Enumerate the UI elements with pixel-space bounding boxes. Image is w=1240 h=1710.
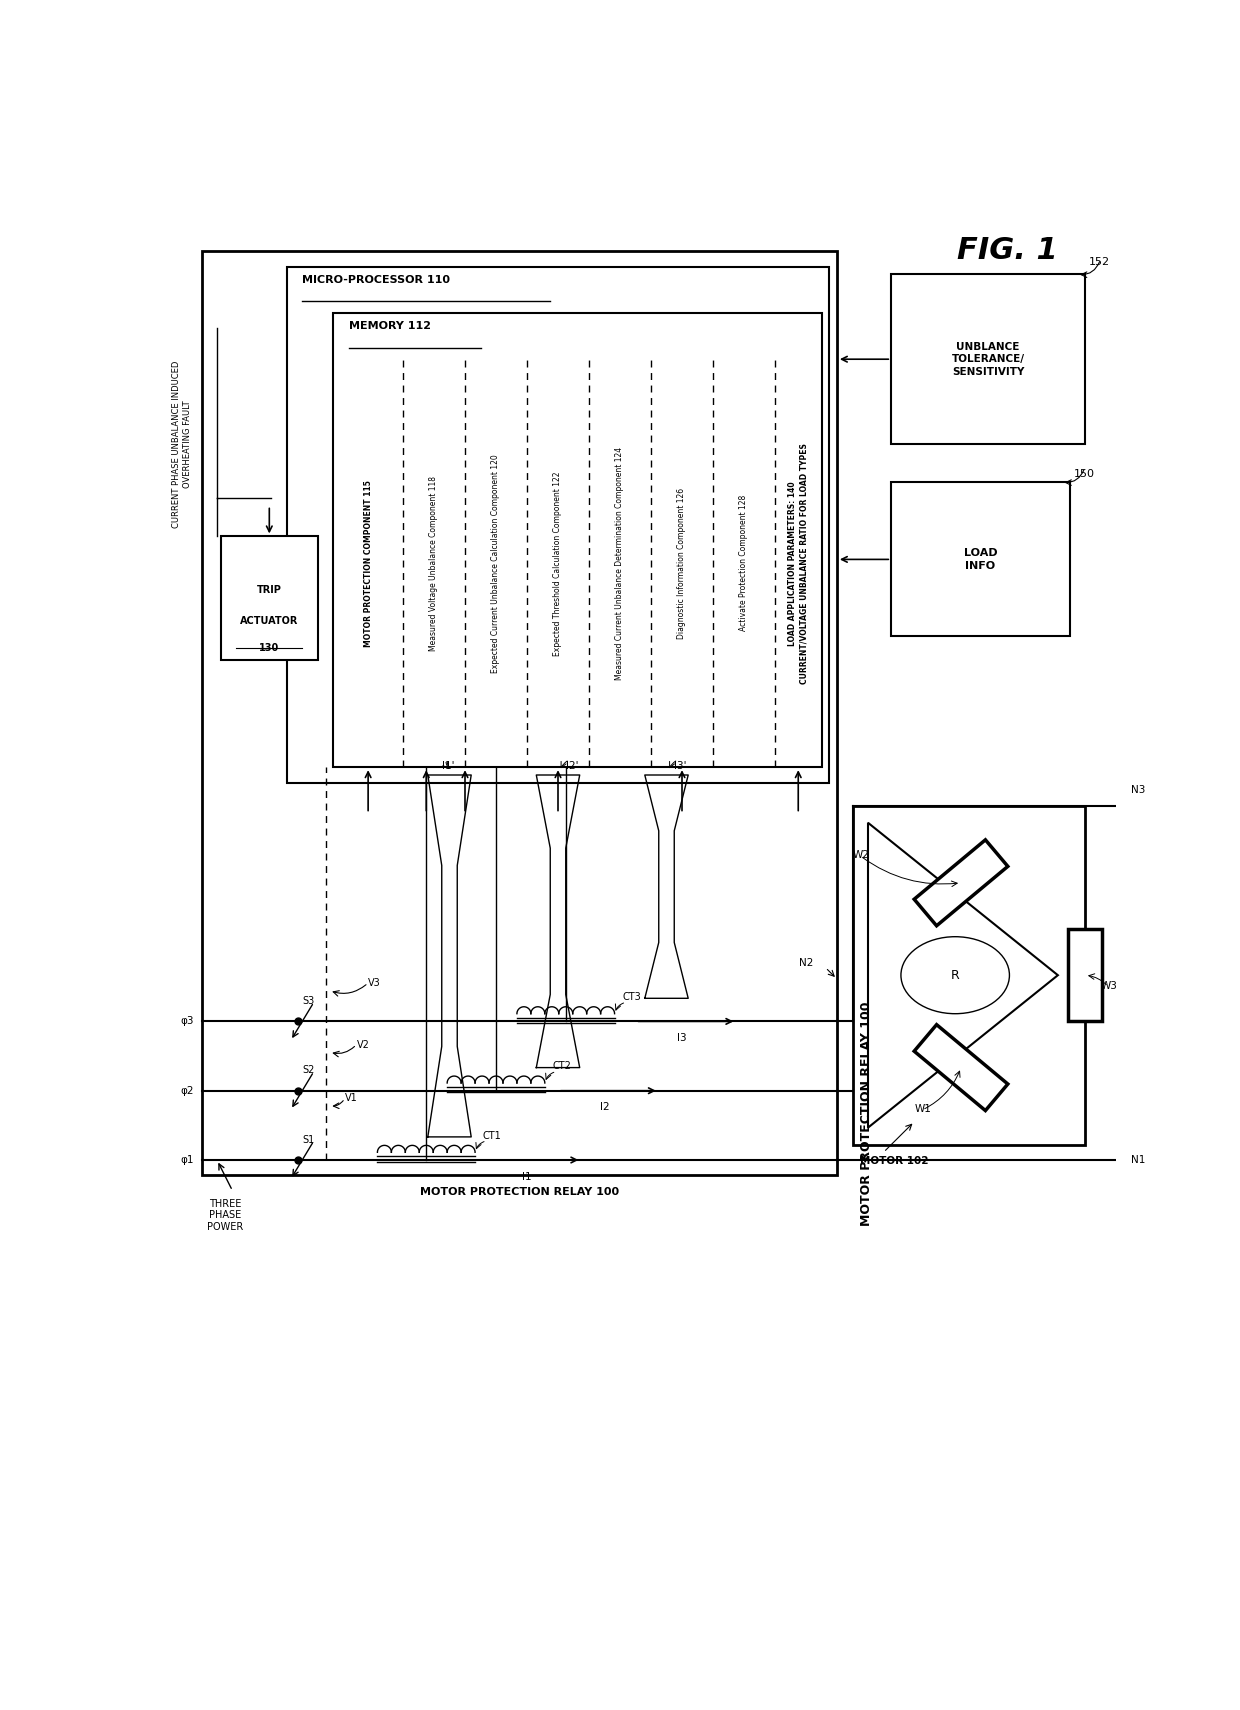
Text: S2: S2: [303, 1065, 315, 1076]
Text: MEMORY 112: MEMORY 112: [348, 321, 430, 330]
Text: V3: V3: [368, 978, 381, 988]
Bar: [853, 805, 1085, 1144]
Text: I3: I3: [677, 1033, 687, 1043]
Text: THREE
PHASE
POWER: THREE PHASE POWER: [207, 1199, 243, 1231]
Text: CT3: CT3: [622, 992, 641, 1002]
Text: CURRENT PHASE UNBALANCE INDUCED
OVERHEATING FAULT: CURRENT PHASE UNBALANCE INDUCED OVERHEAT…: [172, 361, 192, 528]
Text: MOTOR PROTECTION COMPONENT 115: MOTOR PROTECTION COMPONENT 115: [363, 481, 373, 646]
Text: I3': I3': [675, 761, 687, 771]
Text: TRIP: TRIP: [257, 585, 281, 595]
Text: V1: V1: [345, 1093, 357, 1103]
FancyBboxPatch shape: [914, 1024, 1008, 1110]
Text: CT1: CT1: [482, 1130, 501, 1141]
Text: Activate Protection Component 128: Activate Protection Component 128: [739, 496, 749, 631]
Text: MOTOR PROTECTION RELAY 100: MOTOR PROTECTION RELAY 100: [419, 1187, 619, 1197]
Text: N1: N1: [1131, 1154, 1146, 1165]
Text: W3: W3: [1101, 980, 1117, 990]
Bar: [201, 251, 837, 1175]
FancyBboxPatch shape: [1068, 929, 1102, 1021]
Text: Measured Current Unbalance Determination Component 124: Measured Current Unbalance Determination…: [615, 446, 625, 681]
Text: W2: W2: [853, 850, 869, 860]
Text: Expected Threshold Calculation Component 122: Expected Threshold Calculation Component…: [553, 470, 563, 655]
Bar: [892, 482, 1069, 636]
Text: MICRO-PROCESSOR 110: MICRO-PROCESSOR 110: [303, 275, 450, 284]
Bar: [334, 313, 821, 768]
Text: Diagnostic Information Component 126: Diagnostic Information Component 126: [677, 487, 687, 640]
Text: I2: I2: [600, 1103, 609, 1112]
Text: φ1: φ1: [180, 1154, 193, 1165]
Text: W1: W1: [915, 1103, 931, 1113]
Text: ACTUATOR: ACTUATOR: [241, 616, 299, 626]
Text: φ3: φ3: [180, 1016, 193, 1026]
FancyBboxPatch shape: [914, 840, 1008, 925]
Text: Expected Current Unbalance Calculation Component 120: Expected Current Unbalance Calculation C…: [491, 453, 501, 672]
Text: N2: N2: [800, 958, 813, 968]
Text: FIG. 1: FIG. 1: [957, 236, 1058, 265]
Text: S3: S3: [303, 995, 315, 1005]
Text: I1: I1: [522, 1171, 532, 1182]
Text: MOTOR 102: MOTOR 102: [861, 1156, 929, 1166]
Text: 150: 150: [1074, 469, 1095, 479]
Text: LOAD
INFO: LOAD INFO: [963, 549, 997, 571]
Text: R: R: [951, 968, 960, 982]
Text: φ2: φ2: [180, 1086, 193, 1096]
Text: CT2: CT2: [553, 1062, 572, 1072]
Bar: [221, 537, 317, 660]
Text: I1': I1': [441, 761, 454, 771]
Text: S1: S1: [303, 1135, 315, 1144]
Bar: [286, 267, 830, 783]
Text: MOTOR PROTECTION RELAY 100: MOTOR PROTECTION RELAY 100: [861, 1002, 873, 1226]
Text: 130: 130: [259, 643, 279, 653]
Bar: [892, 275, 1085, 445]
Text: UNBLANCE
TOLERANCE/
SENSITIVITY: UNBLANCE TOLERANCE/ SENSITIVITY: [951, 342, 1024, 376]
Text: N3: N3: [1131, 785, 1146, 795]
Text: V2: V2: [357, 1040, 370, 1050]
Text: LOAD APPLICATION PARAMETERS: 140
CURRENT/VOLTAGE UNBALANCE RATIO FOR LOAD TYPES: LOAD APPLICATION PARAMETERS: 140 CURRENT…: [789, 443, 808, 684]
Text: I2': I2': [565, 761, 578, 771]
Text: 152: 152: [1089, 256, 1110, 267]
Text: Measured Voltage Unbalance Component 118: Measured Voltage Unbalance Component 118: [429, 475, 439, 652]
